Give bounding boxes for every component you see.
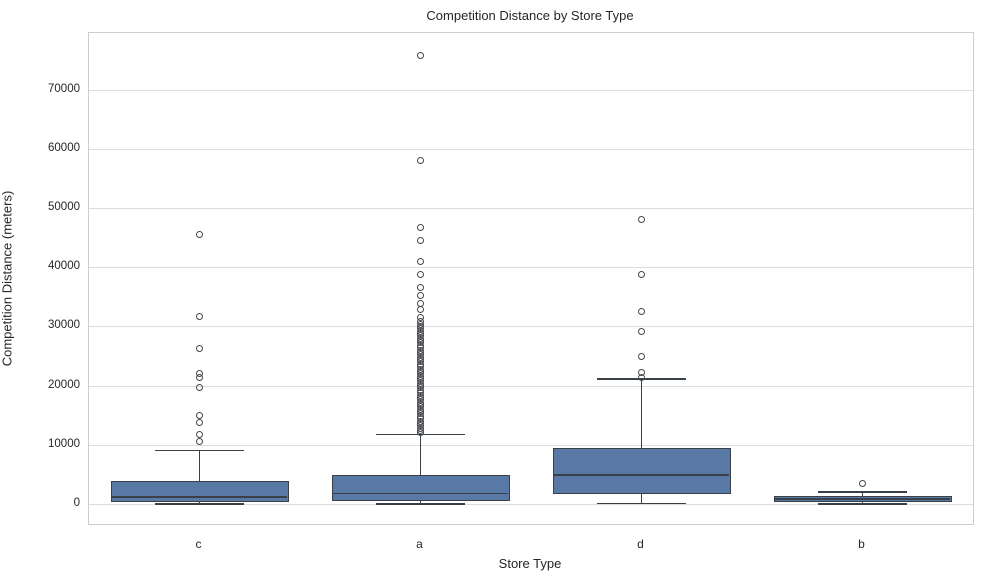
outlier-a [417, 258, 424, 266]
outlier-c [196, 383, 203, 391]
median-c [112, 495, 287, 498]
plot-area [88, 32, 974, 525]
chart-title: Competition Distance by Store Type [426, 8, 634, 23]
outlier-b [859, 479, 866, 487]
outlier-c [196, 230, 203, 238]
outlier-a [417, 270, 424, 278]
gridline-y-20000 [89, 385, 973, 387]
box-d [552, 447, 731, 495]
outlier-a [417, 157, 424, 165]
gridline-y-60000 [89, 148, 973, 150]
median-a [333, 492, 508, 495]
outlier-d [638, 328, 645, 336]
gridline-y-10000 [89, 444, 973, 446]
x-tick-label-a: a [416, 537, 423, 551]
outlier-c [196, 419, 203, 427]
whisker-cap-low-b [818, 502, 907, 505]
whisker-upper-d [640, 379, 643, 448]
whisker-upper-b [861, 492, 864, 497]
x-tick-label-b: b [858, 537, 865, 551]
outlier-a [417, 291, 424, 299]
median-d [554, 474, 729, 476]
outlier-c [196, 437, 203, 445]
whisker-lower-d [640, 494, 643, 504]
x-tick-label-d: d [637, 537, 644, 551]
y-tick-label: 40000 [48, 260, 80, 273]
box-c [110, 480, 289, 503]
y-tick-label: 70000 [48, 82, 80, 95]
whisker-cap-high-c [155, 449, 244, 452]
outlier-d [638, 307, 645, 315]
whisker-cap-high-b [818, 491, 907, 493]
outlier-a [417, 314, 424, 322]
outlier-c [196, 431, 203, 439]
outlier-c [196, 411, 203, 419]
outlier-a [417, 283, 424, 291]
whisker-cap-low-c [155, 502, 244, 505]
y-tick-label: 50000 [48, 201, 80, 214]
y-tick-label: 0 [73, 496, 80, 509]
gridline-y-50000 [89, 208, 973, 210]
outlier-d [638, 215, 645, 223]
outlier-d [638, 271, 645, 279]
outlier-c [196, 370, 203, 378]
gridline-y-30000 [89, 326, 973, 328]
gridline-y-0 [89, 503, 973, 505]
outlier-c [196, 312, 203, 320]
y-tick-label: 20000 [48, 378, 80, 391]
y-tick-label: 60000 [48, 141, 80, 154]
whisker-upper-c [198, 450, 201, 481]
y-tick-label: 10000 [48, 437, 80, 450]
gridline-y-70000 [89, 89, 973, 91]
whisker-cap-low-d [597, 502, 686, 505]
box-a [331, 474, 510, 501]
outlier-c [196, 345, 203, 353]
x-axis-label: Store Type [498, 556, 562, 571]
x-tick-label-c: c [195, 537, 202, 551]
outlier-a [417, 299, 424, 307]
outlier-a [417, 237, 424, 245]
whisker-cap-low-a [376, 502, 465, 505]
outlier-d [638, 369, 645, 377]
outlier-a [417, 51, 424, 59]
whisker-lower-a [419, 500, 422, 504]
outlier-a [417, 224, 424, 232]
gridline-y-40000 [89, 267, 973, 269]
whisker-upper-a [419, 434, 422, 475]
y-tick-label: 30000 [48, 319, 80, 332]
outlier-d [638, 353, 645, 361]
median-b [775, 498, 950, 500]
